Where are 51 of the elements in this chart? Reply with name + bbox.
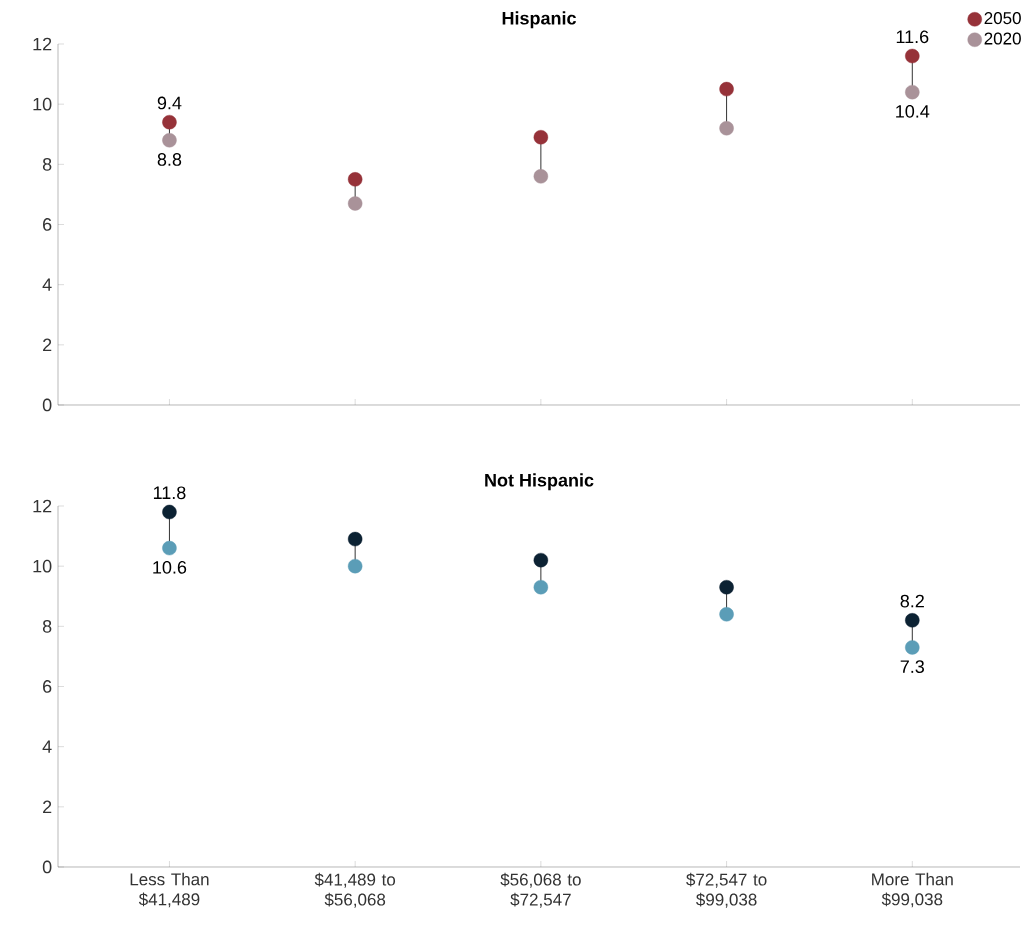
y-tick-label: 6 — [43, 680, 52, 693]
chart-title: Not Hispanic — [485, 473, 594, 491]
y-tick-label: 0 — [42, 398, 52, 412]
point — [533, 130, 549, 145]
y-tick-label: 8 — [42, 619, 52, 633]
point — [347, 558, 363, 574]
data-label: 9.4 — [157, 96, 182, 110]
point — [905, 640, 920, 655]
chart-title: Hispanic — [502, 11, 576, 29]
point — [533, 169, 549, 184]
point — [162, 133, 177, 148]
data-label: 11.6 — [896, 30, 929, 44]
y-tick-label: 6 — [43, 218, 52, 231]
y-tick-label: 4 — [42, 278, 52, 291]
legend-label: 2050 — [984, 12, 1021, 25]
point — [162, 504, 177, 520]
x-tick-label: $72,547 to $99,038 — [686, 872, 767, 908]
data-label: 8.2 — [900, 594, 924, 608]
point — [719, 81, 734, 97]
data-label: 7.3 — [900, 660, 925, 673]
point — [162, 540, 177, 556]
x-tick-label: Less Than $41,489 — [130, 872, 209, 908]
point — [347, 196, 363, 211]
x-tick-label: $56,068 to $72,547 — [500, 872, 581, 908]
point — [162, 115, 177, 130]
data-label: 11.8 — [153, 486, 186, 500]
data-label: 10.4 — [896, 104, 930, 118]
point — [533, 552, 549, 568]
y-tick-label: 12 — [33, 499, 52, 513]
point — [719, 607, 734, 622]
point — [905, 613, 920, 628]
point — [719, 580, 734, 595]
point — [347, 531, 363, 547]
point — [905, 48, 920, 64]
y-tick-label: 8 — [42, 157, 52, 171]
point — [347, 172, 363, 187]
data-label: 8.8 — [157, 153, 182, 166]
point — [533, 580, 549, 595]
y-tick-label: 4 — [42, 740, 52, 753]
x-tick-label: $41,489 to $56,068 — [314, 872, 396, 908]
y-tick-label: 10 — [33, 97, 52, 111]
y-tick-label: 2 — [43, 800, 52, 814]
x-tick-label: More Than $99,038 — [872, 872, 953, 908]
y-tick-label: 12 — [33, 37, 52, 51]
point — [719, 121, 734, 136]
y-tick-label: 2 — [43, 338, 52, 352]
point — [905, 84, 920, 100]
data-label: 10.6 — [153, 560, 187, 574]
y-tick-label: 0 — [42, 860, 52, 874]
legend-label: 2020 — [984, 32, 1021, 45]
y-tick-label: 10 — [33, 559, 52, 573]
